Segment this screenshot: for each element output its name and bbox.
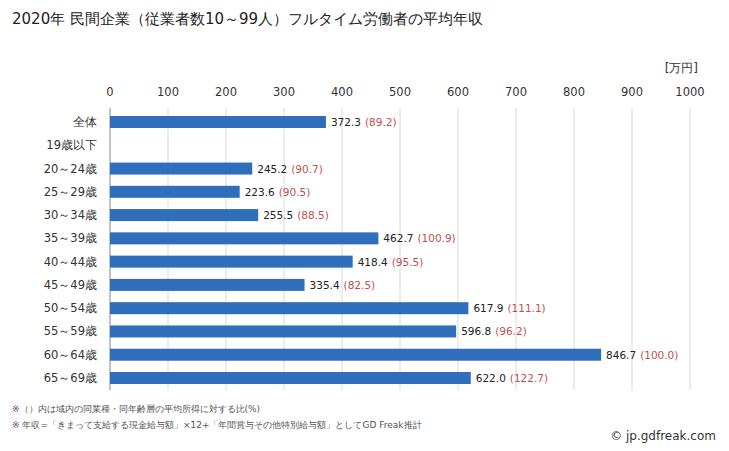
tick-label: 200 bbox=[215, 85, 237, 99]
grid-line bbox=[574, 108, 575, 390]
data-label: 462.7 bbox=[383, 232, 413, 244]
category-label: 40～44歳 bbox=[44, 255, 97, 269]
ratio-label: (82.5) bbox=[344, 279, 376, 291]
bar bbox=[110, 372, 471, 384]
tick-label: 800 bbox=[563, 85, 585, 99]
ratio-label: (90.7) bbox=[291, 163, 323, 175]
grid-line bbox=[342, 108, 343, 390]
data-label: 622.0 bbox=[476, 372, 506, 384]
grid-line bbox=[284, 108, 285, 390]
ratio-label: (111.1) bbox=[507, 302, 545, 314]
grid-line bbox=[400, 108, 401, 390]
bar bbox=[110, 116, 326, 128]
source: © jp.gdfreak.com bbox=[610, 429, 716, 443]
category-label: 50～54歳 bbox=[44, 301, 97, 315]
category-label: 45～49歳 bbox=[44, 278, 97, 292]
category-label: 25～29歳 bbox=[44, 185, 97, 199]
category-label: 20～24歳 bbox=[44, 162, 97, 176]
tick-label: 0 bbox=[106, 85, 113, 99]
tick-label: 400 bbox=[331, 85, 353, 99]
category-label: 19歳以下 bbox=[46, 138, 97, 152]
data-label: 335.4 bbox=[310, 279, 340, 291]
chart: 2020年 民間企業（従業者数10～99人）フルタイム労働者の平均年収 [万円] 0… bbox=[0, 0, 729, 451]
tick-label: 1000 bbox=[675, 85, 704, 99]
ratio-label: (88.5) bbox=[297, 209, 329, 221]
tick-label: 600 bbox=[447, 85, 469, 99]
bar bbox=[110, 186, 240, 198]
category-label: 55～59歳 bbox=[44, 324, 97, 338]
bar bbox=[110, 163, 252, 175]
bar bbox=[110, 302, 468, 314]
tick-label: 500 bbox=[389, 85, 411, 99]
bar bbox=[110, 232, 378, 244]
grid-line bbox=[516, 108, 517, 390]
data-label: 418.4 bbox=[358, 256, 388, 268]
bar bbox=[110, 256, 353, 268]
data-label: 372.3 bbox=[331, 116, 361, 128]
data-label: 617.9 bbox=[473, 302, 503, 314]
category-label: 全体 bbox=[73, 115, 97, 129]
ratio-label: (100.0) bbox=[640, 349, 678, 361]
ratio-label: (122.7) bbox=[510, 372, 548, 384]
data-label: 255.5 bbox=[263, 209, 293, 221]
tick-label: 900 bbox=[621, 85, 643, 99]
category-label: 30～34歳 bbox=[44, 208, 97, 222]
tick-label: 100 bbox=[157, 85, 179, 99]
data-label: 846.7 bbox=[606, 349, 636, 361]
category-label: 65～69歳 bbox=[44, 371, 97, 385]
unit-label: [万円] bbox=[665, 61, 698, 75]
data-label: 596.8 bbox=[461, 325, 491, 337]
bar bbox=[110, 325, 456, 337]
title: 2020年 民間企業（従業者数10～99人）フルタイム労働者の平均年収 bbox=[12, 10, 483, 28]
grid-line bbox=[168, 108, 169, 390]
grid-line bbox=[690, 108, 691, 390]
grid-line bbox=[458, 108, 459, 390]
category-label: 35～39歳 bbox=[44, 231, 97, 245]
note: ※（）内は域内の同業種・同年齢層の平均所得に対する比(%) bbox=[12, 404, 260, 414]
ratio-label: (100.9) bbox=[417, 232, 455, 244]
category-label: 60～64歳 bbox=[44, 348, 97, 362]
bar bbox=[110, 349, 601, 361]
ratio-label: (96.2) bbox=[495, 325, 527, 337]
tick-label: 700 bbox=[505, 85, 527, 99]
grid-line bbox=[632, 108, 633, 390]
ratio-label: (95.5) bbox=[392, 256, 424, 268]
grid-line bbox=[110, 108, 111, 390]
data-label: 245.2 bbox=[257, 163, 287, 175]
grid-line bbox=[226, 108, 227, 390]
note: ※ 年収=「きまって支給する現金給与額」×12+「年間賞与その他特別給与額」とし… bbox=[12, 420, 422, 430]
ratio-label: (89.2) bbox=[365, 116, 397, 128]
ratio-label: (90.5) bbox=[279, 186, 311, 198]
bar bbox=[110, 209, 258, 221]
tick-label: 300 bbox=[273, 85, 295, 99]
data-label: 223.6 bbox=[245, 186, 275, 198]
bar bbox=[110, 279, 305, 291]
axis-line bbox=[110, 108, 111, 390]
